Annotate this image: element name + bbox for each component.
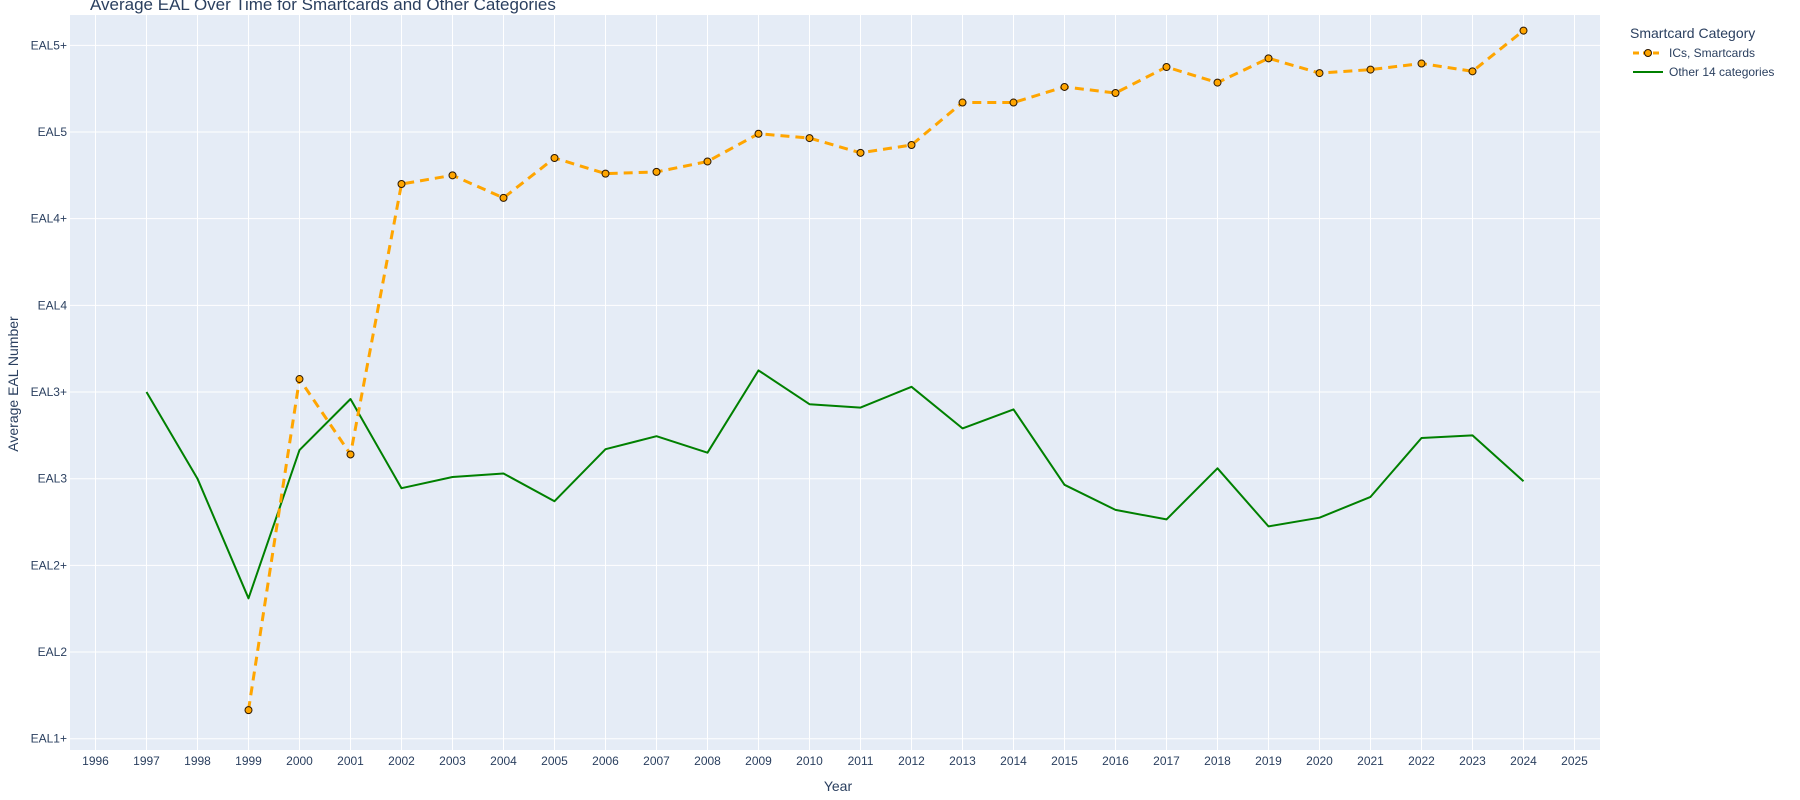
y-tick-label: EAL5+: [31, 38, 67, 52]
data-point-ics-smartcards[interactable]: [1264, 54, 1273, 63]
y-tick-label: EAL4+: [31, 212, 67, 226]
legend-title: Smartcard Category: [1630, 25, 1755, 41]
data-point-ics-smartcards[interactable]: [1060, 82, 1069, 91]
legend-label-ics-smartcards: ICs, Smartcards: [1669, 46, 1755, 60]
data-point-ics-smartcards[interactable]: [601, 169, 610, 178]
y-tick-label: EAL2+: [31, 558, 67, 572]
x-tick-label: 1999: [235, 754, 262, 768]
data-point-ics-smartcards[interactable]: [907, 141, 916, 150]
x-tick-label: 2002: [388, 754, 415, 768]
data-point-ics-smartcards[interactable]: [703, 157, 712, 166]
data-point-ics-smartcards[interactable]: [1417, 59, 1426, 68]
data-point-ics-smartcards[interactable]: [958, 98, 967, 107]
x-tick-label: 2014: [1000, 754, 1027, 768]
x-tick-label: 2007: [643, 754, 670, 768]
x-tick-label: 2009: [745, 754, 772, 768]
data-point-ics-smartcards[interactable]: [550, 154, 559, 163]
legend-label-other-categories: Other 14 categories: [1669, 65, 1774, 79]
y-axis-title: Average EAL Number: [5, 316, 21, 452]
x-tick-label: 2022: [1408, 754, 1435, 768]
y-tick-label: EAL5: [38, 125, 68, 139]
data-point-ics-smartcards[interactable]: [856, 148, 865, 157]
x-tick-label: 2010: [796, 754, 823, 768]
x-tick-label: 1998: [184, 754, 211, 768]
x-tick-label: 2013: [949, 754, 976, 768]
x-tick-label: 2024: [1510, 754, 1537, 768]
data-point-ics-smartcards[interactable]: [652, 167, 661, 176]
data-point-ics-smartcards[interactable]: [346, 450, 355, 459]
axis-layer: 1996 1997 1998 1999 2000 2001 2002 2003 2004 2005…: [31, 38, 1589, 768]
x-tick-label: 2021: [1357, 754, 1384, 768]
legend-item-other-categories[interactable]: Other 14 categories: [1633, 65, 1774, 79]
data-point-ics-smartcards[interactable]: [499, 193, 508, 202]
x-tick-label: 2023: [1459, 754, 1486, 768]
data-point-ics-smartcards[interactable]: [1009, 98, 1018, 107]
x-tick-label: 2005: [541, 754, 568, 768]
series-line-ics-smartcards[interactable]: [247, 29, 1525, 711]
data-point-ics-smartcards[interactable]: [448, 171, 457, 180]
x-tick-label: 2012: [898, 754, 925, 768]
x-tick-label: 2003: [439, 754, 466, 768]
data-point-ics-smartcards[interactable]: [1213, 78, 1222, 87]
chart-title: Average EAL Over Time for Smartcards and…: [90, 0, 556, 14]
data-point-ics-smartcards[interactable]: [244, 706, 253, 715]
x-tick-label: 2019: [1255, 754, 1282, 768]
data-point-ics-smartcards[interactable]: [1111, 89, 1120, 98]
x-tick-label: 2020: [1306, 754, 1333, 768]
data-point-ics-smartcards[interactable]: [1519, 26, 1528, 35]
data-point-ics-smartcards[interactable]: [295, 375, 304, 384]
x-tick-label: 2011: [848, 754, 874, 768]
legend-marker-ics-smartcards: [1644, 49, 1652, 57]
x-tick-label: 2017: [1153, 754, 1180, 768]
grid-layer: [70, 15, 1600, 750]
x-tick-label: 1996: [82, 754, 109, 768]
x-tick-label: 2006: [592, 754, 619, 768]
series-layer: [145, 26, 1528, 715]
x-tick-label: 1997: [133, 754, 160, 768]
y-tick-label: EAL1+: [31, 732, 67, 746]
x-axis-title: Year: [824, 778, 853, 794]
x-tick-label: 2004: [490, 754, 517, 768]
data-point-ics-smartcards[interactable]: [397, 180, 406, 189]
x-tick-label: 2008: [694, 754, 721, 768]
data-point-ics-smartcards[interactable]: [1162, 63, 1171, 72]
x-tick-label: 2025: [1561, 754, 1588, 768]
x-tick-label: 2016: [1102, 754, 1129, 768]
y-tick-label: EAL3+: [31, 385, 67, 399]
y-tick-label: EAL3: [38, 472, 68, 486]
series-line-other-14-categories[interactable]: [145, 369, 1525, 600]
data-point-ics-smartcards[interactable]: [754, 129, 763, 138]
x-tick-label: 2018: [1204, 754, 1231, 768]
x-tick-label: 2000: [286, 754, 313, 768]
plot-background: [70, 15, 1600, 750]
legend-item-ics-smartcards[interactable]: ICs, Smartcards: [1633, 46, 1755, 60]
data-point-ics-smartcards[interactable]: [1315, 69, 1324, 78]
data-point-ics-smartcards[interactable]: [805, 134, 814, 143]
x-tick-label: 2015: [1051, 754, 1078, 768]
y-tick-label: EAL2: [38, 645, 68, 659]
legend: Smartcard Category ICs, Smartcards Other…: [1630, 25, 1774, 79]
data-point-ics-smartcards[interactable]: [1366, 65, 1375, 74]
x-tick-label: 2001: [337, 754, 364, 768]
data-point-ics-smartcards[interactable]: [1468, 67, 1477, 76]
y-tick-label: EAL4: [38, 298, 68, 312]
